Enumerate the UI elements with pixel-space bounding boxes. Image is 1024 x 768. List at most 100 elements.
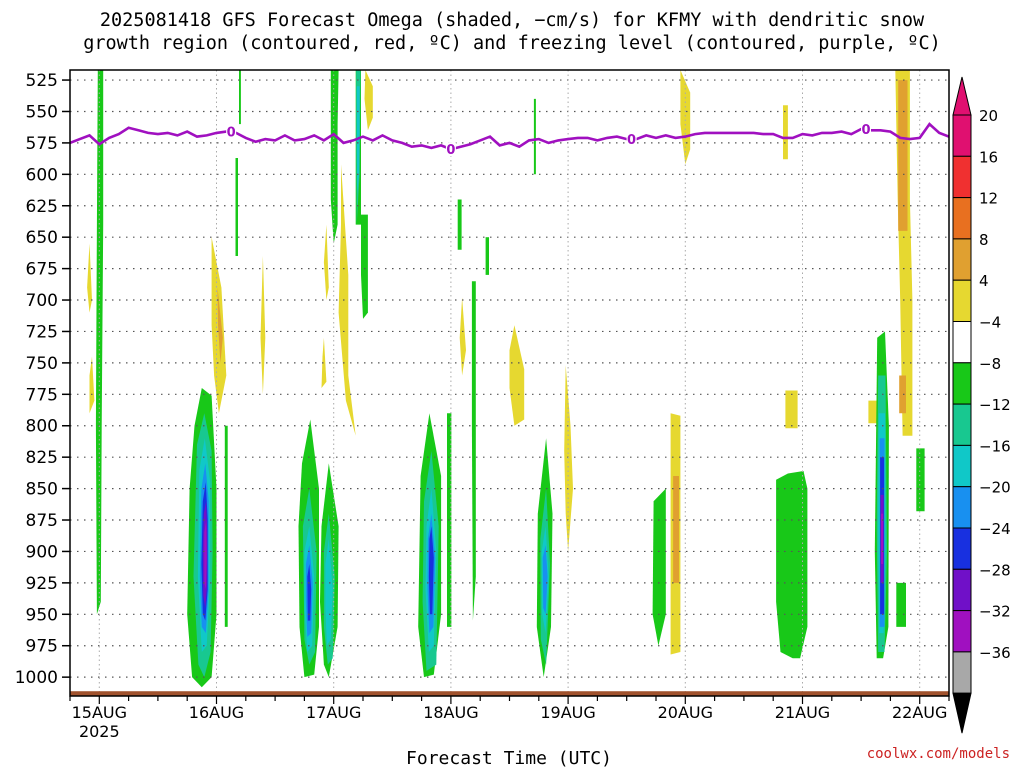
colorbar-label: −8 [979,355,1001,373]
colorbar-swatch-12 [952,610,972,653]
omega-shade-5 [323,224,329,300]
omega-shade-2 [89,356,95,414]
colorbar-bottom-arrow [952,692,972,734]
omega-shade-68 [204,520,207,590]
y-tick-label: 625 [26,197,58,217]
freezing-level-label: 0 [446,143,455,158]
colorbar-swatch-5 [952,321,972,364]
y-tick-label: 925 [26,574,58,594]
omega-shade-17 [673,476,679,583]
x-tick-label: 15AUG [72,703,127,722]
omega-shade-39 [485,237,489,275]
freezing-level-line [70,122,949,151]
x-tick-label: 19AUG [540,703,595,722]
colorbar-label: −24 [979,520,1011,538]
colorbar-swatch-1 [952,155,972,199]
y-tick-label: 575 [26,134,58,154]
omega-shade-42 [533,98,536,175]
omega-shade-41 [916,448,925,512]
omega-shade-40 [896,582,906,627]
colorbar-swatch-13 [952,651,972,694]
colorbar-label: −36 [979,644,1011,662]
colorbar-swatch-11 [952,568,972,612]
y-tick-label: 950 [26,605,58,625]
y-tick-label: 800 [26,417,58,437]
omega-shade-7 [459,297,466,376]
omega-shade-20 [217,287,223,363]
omega-shade-18 [898,80,908,231]
colorbar-label: −32 [979,603,1011,621]
omega-shade-3 [338,164,356,436]
omega-shade-1 [87,243,92,313]
colorbar-swatch-4 [952,279,972,323]
colorbar-swatch-8 [952,444,972,488]
chart-title-line2: growth region (contoured, red, ºC) and f… [83,33,941,54]
y-tick-label: 1000 [15,668,58,688]
colorbar-swatch-10 [952,527,972,570]
omega-shade-33 [235,158,238,256]
omega-shade-10 [680,70,691,165]
colorbar-label: 4 [979,272,989,290]
omega-shade-63 [307,564,312,621]
terrain-band [70,691,949,696]
colorbar-top-arrow [952,76,972,116]
omega-shade-12 [783,105,788,160]
freezing-label-bg [626,132,637,147]
x-tick-label: 22AUG [892,703,947,722]
colorbar-swatch-7 [952,403,972,446]
colorbar-swatch-9 [952,486,972,529]
omega-shade-19 [899,375,906,414]
freezing-level-label: 0 [861,123,870,138]
colorbar-swatch-2 [952,197,972,240]
y-tick-label: 875 [26,511,58,531]
y-tick-label: 825 [26,448,58,468]
omega-shade-30 [95,70,104,615]
x-tick-sublabel: 2025 [79,722,120,741]
y-tick-label: 900 [26,542,58,562]
colorbar-label: −12 [979,396,1011,414]
omega-shade-69 [881,513,884,564]
x-tick-label: 16AUG [189,703,244,722]
y-tick-label: 650 [26,228,58,248]
y-tick-label: 975 [26,637,58,657]
colorbar-label: −20 [979,479,1011,497]
omega-shade-28 [776,471,808,659]
chart-title-line1: 2025081418 GFS Forecast Omega (shaded, −… [99,10,925,31]
omega-shade-27 [652,488,666,646]
y-tick-label: 700 [26,291,58,311]
colorbar-label: 20 [979,107,998,125]
omega-shade-60 [542,545,548,615]
colorbar-swatch-3 [952,238,972,281]
colorbar-label: −16 [979,437,1011,455]
freezing-label-bg [860,122,871,137]
x-tick-label: 20AUG [658,703,713,722]
colorbar-label: 12 [979,190,998,208]
freezing-label-bg [445,142,456,157]
colorbar-label: −4 [979,314,1001,332]
omega-shade-13 [785,390,798,429]
y-tick-label: 550 [26,102,58,122]
omega-shade-38 [471,281,476,621]
omega-shade-9 [509,325,525,426]
omega-shade-37 [457,199,462,250]
colorbar-label: 8 [979,231,989,249]
omega-shade-4 [364,70,373,131]
omega-shade-31 [224,425,228,627]
x-tick-label: 21AUG [775,703,830,722]
omega-shade-64 [428,526,434,615]
omega-shade-6 [321,337,327,388]
colorbar-swatch-6 [952,362,972,405]
omega-shade-36 [361,214,368,319]
y-tick-label: 725 [26,322,58,342]
omega-shade-35 [330,70,339,244]
x-axis-label: Forecast Time (UTC) [406,748,612,768]
omega-shade-16 [260,256,266,395]
freezing-level-label: 0 [627,133,636,148]
colorbar-swatch-0 [952,114,972,157]
source-credit[interactable]: coolwx.com/models [866,746,1010,762]
freezing-level-label: 0 [227,126,236,141]
y-tick-label: 850 [26,480,58,500]
colorbar-label: 16 [979,148,998,166]
x-tick-label: 17AUG [306,703,361,722]
